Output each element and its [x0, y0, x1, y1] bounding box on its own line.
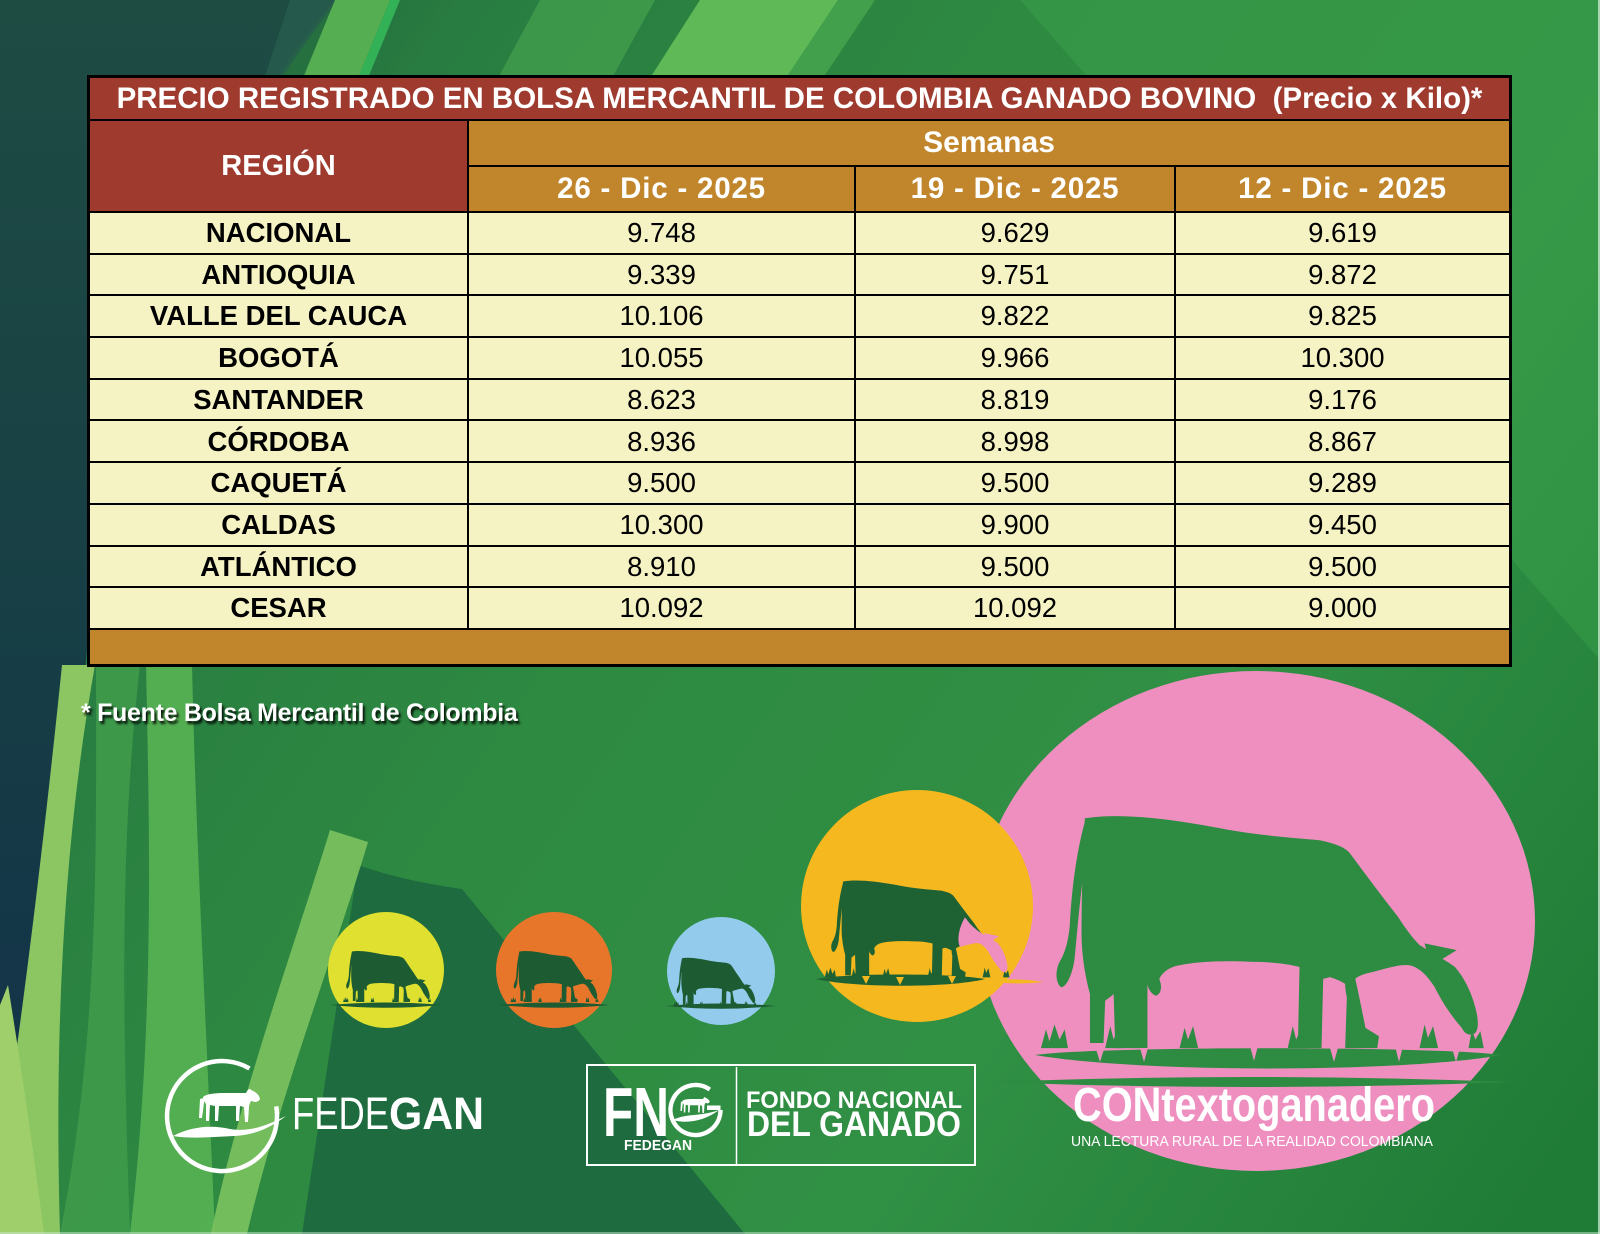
svg-text:DEL GANADO: DEL GANADO	[747, 1105, 961, 1144]
svg-text:FEDE: FEDE	[292, 1088, 389, 1139]
svg-text:GAN: GAN	[389, 1088, 484, 1139]
svg-text:FN: FN	[603, 1073, 669, 1151]
svg-text:FEDEGAN: FEDEGAN	[624, 1137, 692, 1154]
svg-text:UNA LECTURA RURAL DE LA REALID: UNA LECTURA RURAL DE LA REALIDAD COLOMBI…	[1071, 1133, 1433, 1150]
svg-text:FONDO NACIONAL: FONDO NACIONAL	[746, 1087, 962, 1114]
svg-text:CONtextoganadero: CONtextoganadero	[1073, 1079, 1435, 1132]
